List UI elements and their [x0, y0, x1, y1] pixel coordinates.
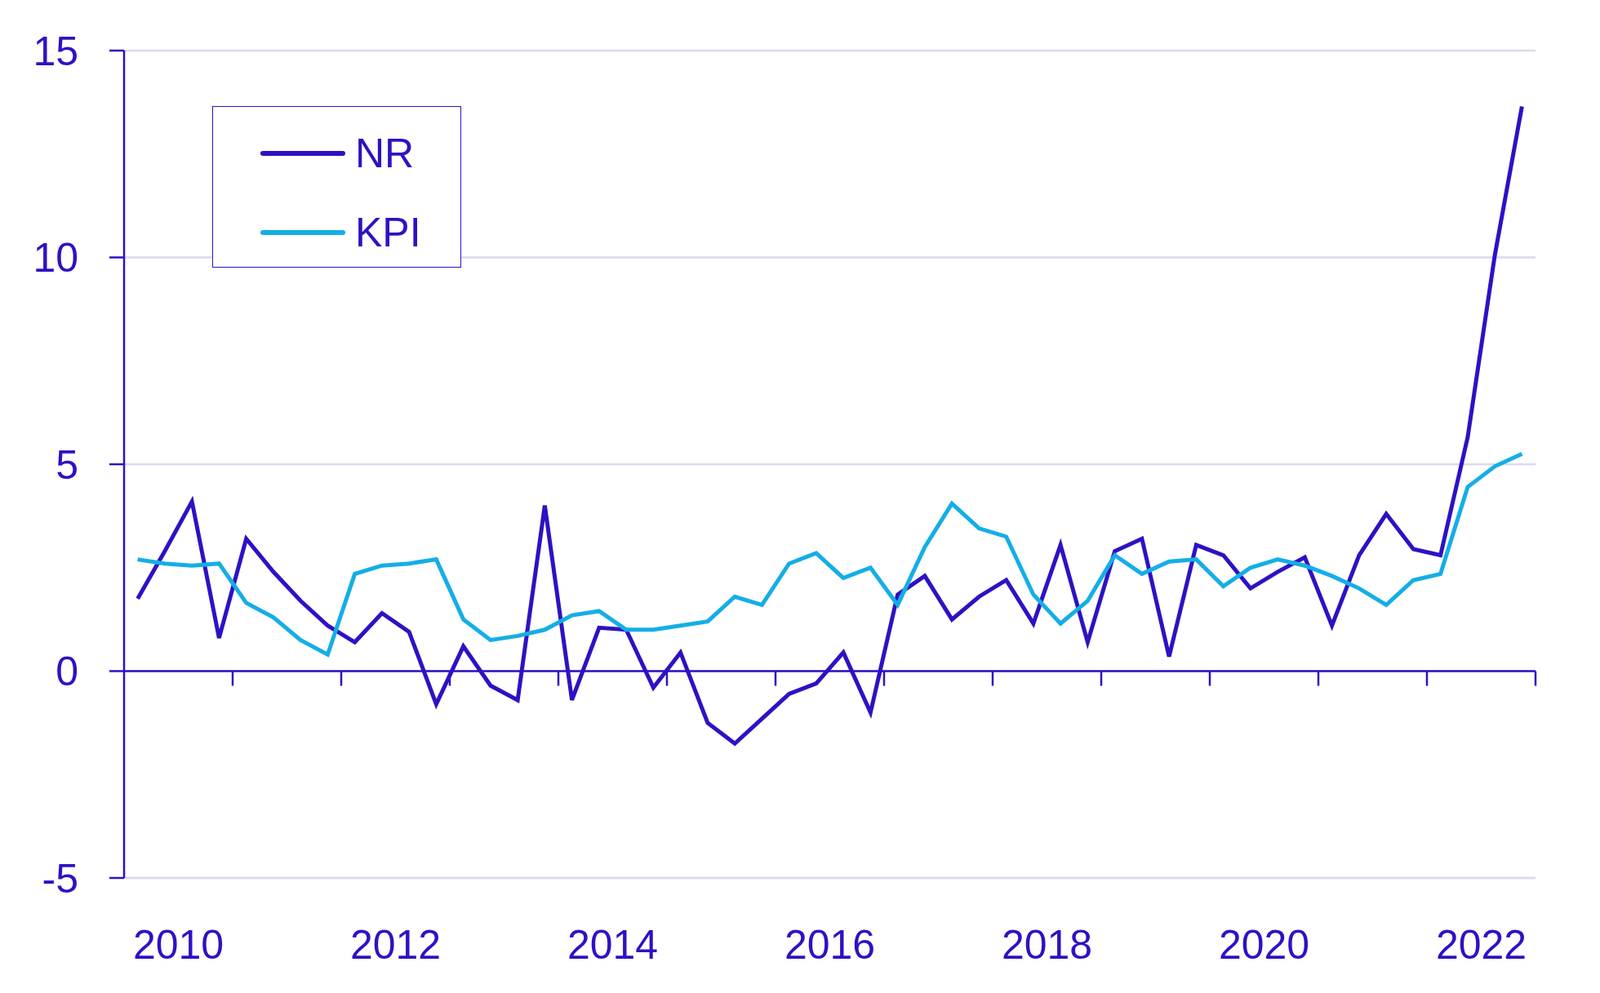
svg-text:2010: 2010: [133, 922, 224, 969]
svg-text:-5: -5: [42, 856, 79, 903]
html-text:KPI: KPI: [355, 209, 421, 256]
svg-text:2022: 2022: [1435, 922, 1527, 969]
svg-text:0: 0: [55, 648, 79, 695]
svg-text:2018: 2018: [1001, 922, 1093, 969]
svg-text:2016: 2016: [784, 922, 876, 969]
svg-text:5: 5: [55, 442, 79, 489]
svg-text:2014: 2014: [567, 922, 658, 969]
svg-text:15: 15: [32, 28, 79, 75]
svg-text:2020: 2020: [1218, 922, 1310, 969]
svg-text:2012: 2012: [350, 922, 441, 969]
html-text:NR: NR: [355, 130, 415, 177]
svg-text:10: 10: [32, 235, 79, 281]
